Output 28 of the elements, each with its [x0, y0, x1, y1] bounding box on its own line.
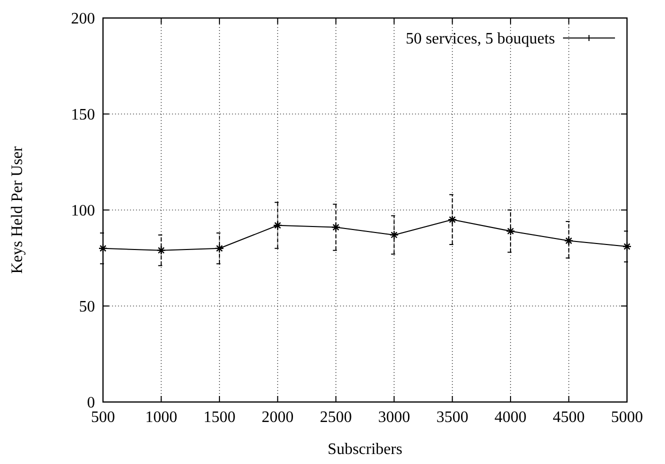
point [506, 226, 516, 236]
point [98, 244, 108, 253]
y-tick-label: 100 [71, 202, 95, 220]
y-tick-label: 200 [71, 10, 95, 28]
point [331, 222, 340, 232]
x-tick-label: 4000 [494, 409, 527, 426]
y-tick-label: 50 [79, 298, 95, 316]
x-tick-label: 1000 [145, 409, 178, 426]
x-tick-label: 5000 [611, 409, 643, 426]
y-tick-label: 0 [87, 394, 95, 412]
x-tick-label: 3500 [436, 409, 468, 426]
x-tick-label: 2000 [262, 409, 294, 426]
point [156, 246, 166, 255]
point [390, 230, 399, 240]
y-axis-title: Keys Held Per User [9, 146, 26, 274]
x-axis-title: Subscribers [328, 441, 402, 458]
x-tick-label: 3000 [378, 409, 410, 426]
point [214, 244, 224, 253]
point [564, 236, 574, 246]
x-tick-label: 2500 [320, 409, 352, 426]
y-tick-label: 150 [71, 106, 95, 124]
x-tick-label: 500 [91, 409, 115, 426]
legend-label: 50 services, 5 bouquets [406, 30, 555, 48]
x-tick-label: 1500 [203, 409, 236, 426]
point [622, 242, 632, 252]
point [448, 215, 457, 224]
x-tick-label: 4500 [552, 409, 585, 426]
point [273, 220, 282, 230]
